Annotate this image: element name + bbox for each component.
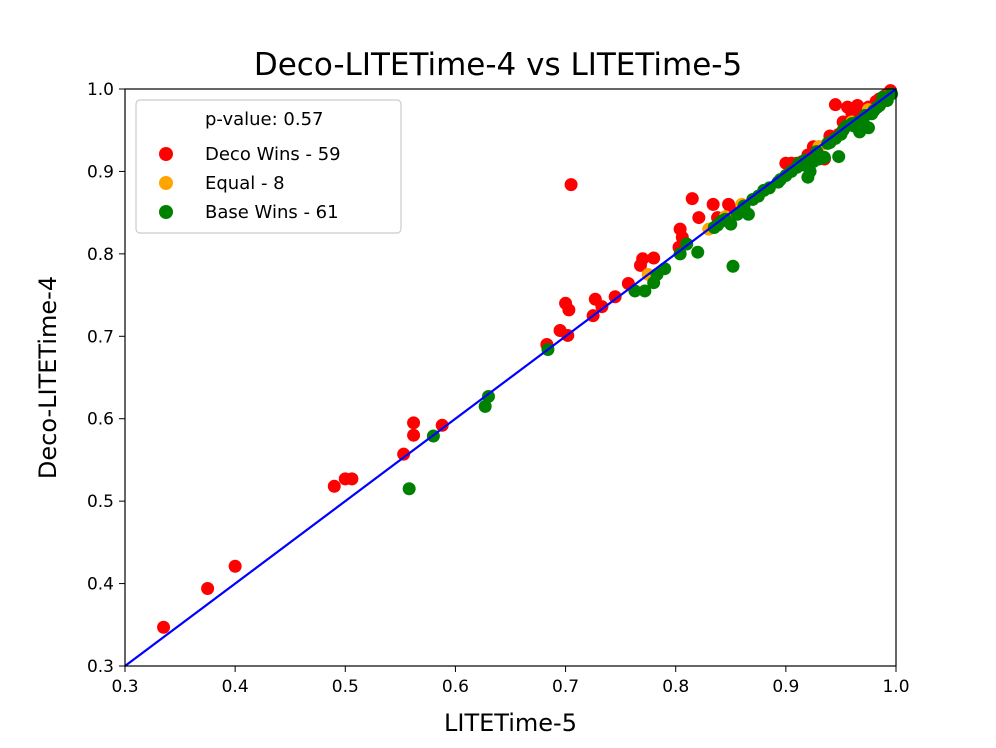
x-tick-label: 0.6 [442, 677, 469, 697]
data-point [435, 418, 449, 432]
legend-marker-equal [159, 176, 173, 190]
plot-area [124, 84, 899, 667]
data-point [562, 303, 576, 317]
data-point [157, 620, 171, 634]
legend-box [135, 99, 402, 234]
data-point [608, 290, 622, 304]
data-point [726, 259, 740, 273]
data-point [803, 164, 817, 178]
data-point [345, 472, 359, 486]
data-point [407, 416, 421, 430]
data-point [201, 582, 215, 596]
y-tick-label: 0.8 [87, 245, 114, 265]
chart-title: Deco-LITETime-4 vs LITETime-5 [254, 47, 742, 83]
data-point [228, 559, 242, 573]
data-point [564, 178, 578, 192]
data-point [402, 482, 416, 496]
data-point [481, 389, 495, 403]
x-tick-label: 1.0 [882, 677, 909, 697]
data-point [685, 192, 699, 206]
y-tick-label: 1.0 [87, 80, 114, 100]
x-tick-label: 0.9 [772, 677, 799, 697]
data-point [397, 447, 411, 461]
y-tick-label: 0.5 [87, 492, 114, 512]
axis-ticks: 0.3 0.4 0.5 0.6 0.7 0.8 0.9 1.0 0.3 0.4 0.5 0.6 0.7 0… [87, 80, 910, 697]
y-tick-label: 0.4 [87, 575, 114, 595]
x-tick-label: 0.7 [552, 677, 579, 697]
x-tick-label: 0.5 [332, 677, 359, 697]
data-point [691, 245, 705, 259]
data-point [327, 479, 341, 493]
data-point [861, 121, 875, 135]
y-tick-label: 0.7 [87, 327, 114, 347]
data-point [407, 428, 421, 442]
x-tick-label: 0.3 [111, 677, 138, 697]
data-point [821, 136, 835, 150]
data-point [762, 181, 776, 195]
data-point [595, 300, 609, 314]
data-point [741, 207, 755, 221]
data-point [810, 145, 824, 159]
data-point [638, 284, 652, 298]
x-tick-label: 0.8 [662, 677, 689, 697]
data-point [751, 189, 765, 203]
data-point [478, 399, 492, 413]
y-axis-label: Deco-LITETime-4 [34, 276, 62, 479]
data-point [707, 220, 721, 234]
diagonal-line [124, 88, 897, 667]
data-point [718, 212, 732, 226]
y-tick-label: 0.9 [87, 162, 114, 182]
y-tick-label: 0.3 [87, 657, 114, 677]
x-axis-label: LITETime-5 [444, 709, 577, 737]
legend-marker-deco-wins [159, 147, 173, 161]
data-point [692, 211, 706, 225]
series-2 [402, 87, 899, 496]
data-point [636, 252, 650, 266]
data-point [832, 150, 846, 164]
legend: p-value: 0.57 Deco Wins - 59 Equal - 8 B… [135, 99, 402, 234]
x-tick-label: 0.4 [222, 677, 249, 697]
data-point [828, 98, 842, 112]
data-point [647, 251, 661, 265]
legend-label-equal: Equal - 8 [205, 173, 285, 194]
legend-label-deco-wins: Deco Wins - 59 [205, 144, 341, 165]
legend-p-value: p-value: 0.57 [205, 109, 323, 130]
legend-label-base-wins: Base Wins - 61 [205, 202, 339, 223]
y-tick-label: 0.6 [87, 410, 114, 430]
plot-frame [124, 88, 897, 667]
data-point [706, 197, 720, 211]
data-point [773, 173, 787, 187]
data-point [673, 247, 687, 261]
legend-marker-base-wins [159, 205, 173, 219]
data-point [799, 153, 813, 167]
